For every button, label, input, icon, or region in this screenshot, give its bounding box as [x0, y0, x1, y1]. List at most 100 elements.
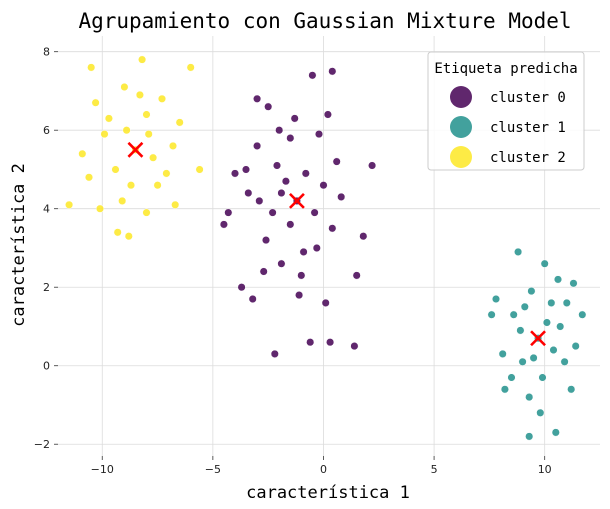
point-cluster-0 [350, 342, 359, 351]
point-cluster-0 [255, 196, 264, 205]
centroid-cluster-0 [289, 192, 305, 209]
point-cluster-2 [186, 63, 195, 72]
point-cluster-1 [578, 310, 587, 319]
point-cluster-2 [175, 118, 184, 127]
point-cluster-0 [323, 110, 332, 119]
point-cluster-0 [230, 169, 240, 178]
legend: Etiqueta predicha cluster 0 cluster 1 clus… [427, 51, 585, 171]
point-cluster-1 [549, 345, 558, 355]
point-cluster-1 [507, 373, 516, 382]
point-cluster-1 [538, 373, 547, 382]
point-cluster-0 [368, 161, 377, 170]
point-cluster-0 [326, 338, 335, 347]
point-cluster-0 [328, 67, 337, 76]
point-cluster-2 [171, 200, 180, 209]
point-cluster-1 [509, 310, 518, 319]
point-cluster-2 [118, 196, 127, 205]
y-tick-label: 0 [43, 360, 50, 373]
point-cluster-1 [560, 357, 569, 366]
x-tick-label: −5 [205, 463, 221, 476]
point-cluster-1 [562, 298, 571, 307]
point-cluster-2 [153, 181, 162, 190]
point-cluster-0 [253, 141, 262, 150]
point-cluster-0 [281, 177, 290, 186]
centroids [127, 141, 546, 347]
legend-label: cluster 2 [490, 150, 566, 166]
point-cluster-1 [567, 385, 576, 394]
data-points [65, 55, 587, 441]
y-tick-label: 2 [43, 281, 50, 294]
x-tick-label: 5 [431, 463, 438, 476]
point-cluster-0 [277, 188, 286, 198]
point-cluster-0 [268, 208, 277, 217]
point-cluster-1 [551, 428, 560, 437]
point-cluster-2 [157, 94, 167, 103]
point-cluster-0 [299, 247, 308, 256]
legend-marker [450, 86, 472, 108]
point-cluster-0 [301, 169, 310, 178]
point-cluster-1 [556, 322, 565, 331]
point-cluster-1 [553, 275, 563, 284]
point-cluster-1 [487, 310, 496, 319]
point-cluster-1 [542, 318, 551, 327]
point-cluster-0 [261, 236, 271, 245]
point-cluster-0 [275, 126, 284, 135]
point-cluster-2 [120, 82, 129, 92]
point-cluster-0 [264, 102, 273, 111]
point-cluster-2 [122, 126, 131, 135]
point-cluster-1 [527, 287, 536, 296]
point-cluster-0 [332, 157, 341, 166]
point-cluster-2 [65, 200, 74, 209]
point-cluster-2 [95, 204, 105, 213]
x-axis-label: característica 1 [246, 483, 410, 503]
point-cluster-2 [168, 141, 178, 150]
point-cluster-1 [525, 432, 534, 441]
point-cluster-2 [124, 232, 133, 241]
point-cluster-0 [314, 130, 324, 139]
point-cluster-0 [224, 208, 233, 217]
centroid-cluster-2 [127, 141, 144, 158]
point-cluster-2 [135, 90, 144, 99]
point-cluster-2 [144, 130, 153, 139]
point-cluster-0 [286, 134, 295, 143]
point-cluster-1 [491, 294, 501, 304]
y-tick-label: 4 [43, 203, 50, 216]
point-cluster-1 [571, 342, 580, 351]
point-cluster-1 [525, 393, 534, 402]
point-cluster-1 [516, 326, 525, 335]
point-cluster-1 [547, 298, 556, 307]
point-cluster-0 [244, 188, 253, 198]
point-cluster-1 [518, 357, 527, 366]
point-cluster-2 [142, 110, 151, 119]
point-cluster-0 [290, 114, 299, 123]
point-cluster-1 [500, 385, 509, 394]
point-cluster-0 [277, 259, 286, 268]
point-cluster-1 [569, 279, 578, 288]
y-tick-label: 8 [43, 46, 50, 59]
point-cluster-2 [87, 63, 96, 72]
point-cluster-1 [498, 349, 507, 358]
point-cluster-0 [359, 232, 368, 241]
point-cluster-2 [113, 228, 122, 237]
point-cluster-0 [328, 224, 337, 233]
axis-ticks: −10 −5 0 5 10 −2 0 2 4 6 8 [34, 46, 552, 476]
point-cluster-0 [297, 271, 306, 280]
point-cluster-0 [248, 294, 257, 304]
point-cluster-0 [308, 71, 317, 80]
point-cluster-0 [319, 181, 328, 190]
x-tick-label: −10 [91, 463, 114, 476]
point-cluster-2 [78, 149, 87, 158]
legend-label: cluster 0 [490, 90, 566, 106]
point-cluster-2 [162, 169, 171, 178]
point-cluster-0 [237, 283, 246, 292]
point-cluster-0 [241, 165, 251, 174]
point-cluster-2 [100, 130, 109, 139]
point-cluster-0 [259, 267, 268, 276]
point-cluster-0 [272, 161, 282, 170]
legend-box [427, 51, 585, 171]
point-cluster-0 [321, 298, 330, 307]
chart-title: Agrupamiento con Gaussian Mixture Model [78, 9, 571, 33]
point-cluster-1 [540, 259, 549, 268]
point-cluster-0 [295, 291, 304, 300]
